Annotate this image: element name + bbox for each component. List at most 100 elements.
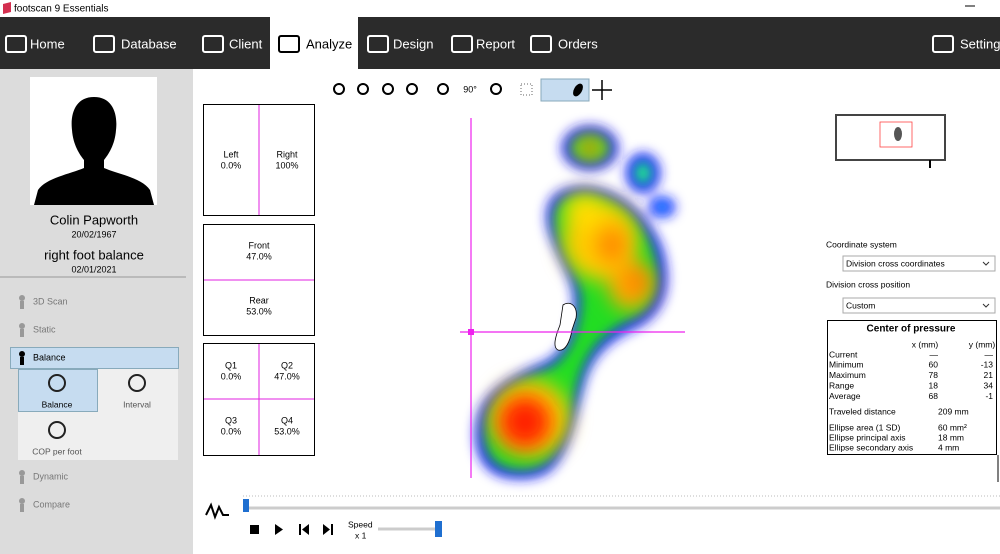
rotate-label[interactable]: 90° — [463, 84, 477, 94]
division-cross-value: Custom — [846, 300, 875, 310]
shape — [628, 270, 648, 294]
birth-date: 20/02/1967 — [71, 229, 116, 239]
x-value: 18 — [929, 380, 939, 390]
tab-icon — [451, 35, 473, 53]
tool-button[interactable] — [571, 82, 585, 98]
y-value: 34 — [984, 380, 994, 390]
balance-value: 53.0% — [246, 306, 272, 316]
sub-item[interactable]: Balance — [42, 399, 73, 409]
preview-foot — [894, 127, 902, 141]
balance-value: 47.0% — [274, 371, 300, 381]
sidebar-item[interactable]: 3D Scan — [33, 296, 68, 306]
item-icon — [19, 498, 25, 504]
item-icon — [19, 323, 25, 329]
x-value: 60 — [929, 360, 939, 370]
metric-value: 4 mm — [938, 442, 959, 452]
tool-button[interactable] — [437, 83, 449, 95]
y-value: -1 — [985, 391, 993, 401]
sub-item[interactable]: Interval — [123, 399, 151, 409]
item-icon — [20, 476, 24, 484]
timeline-thumb[interactable] — [243, 499, 249, 512]
metric-value: 209 mm — [938, 406, 969, 416]
tab-icon — [93, 35, 115, 53]
avatar-silhouette — [34, 97, 154, 205]
item-icon — [20, 301, 24, 309]
sidebar-item[interactable]: Balance — [33, 352, 66, 362]
toolbar: 90° — [333, 78, 612, 102]
balance-value: 100% — [275, 160, 298, 170]
app-icon — [3, 2, 11, 14]
active-tab[interactable] — [270, 17, 358, 69]
metric-label: Ellipse secondary axis — [829, 442, 913, 452]
title-bar — [0, 0, 1000, 17]
balance-value: 0.0% — [221, 426, 242, 436]
grid-button[interactable] — [520, 83, 533, 96]
sidebar-item[interactable]: Dynamic — [33, 471, 69, 481]
row-label: Average — [829, 391, 861, 401]
tab-icon — [367, 35, 389, 53]
previous-button[interactable] — [299, 524, 309, 535]
next-button[interactable] — [323, 524, 333, 535]
x-value: — — [930, 349, 939, 359]
nav-tab[interactable]: Client — [229, 36, 263, 51]
stop-button[interactable] — [250, 525, 259, 534]
measurement-name: right foot balance — [44, 247, 144, 262]
tab-icon — [5, 35, 27, 53]
x-value: 68 — [929, 391, 939, 401]
nav-tab[interactable]: Home — [30, 36, 65, 51]
item-icon — [20, 329, 24, 337]
sidebar-item[interactable]: Static — [33, 324, 56, 334]
speed-value: x 1 — [355, 530, 367, 540]
sidebar-item[interactable]: Compare — [33, 499, 70, 509]
tool-button[interactable] — [333, 83, 345, 95]
metric-value: 60 mm² — [938, 422, 967, 432]
division-cross-dropdown[interactable] — [842, 297, 996, 314]
nav-tab[interactable]: Orders — [558, 36, 598, 51]
coordinate-system-label: Coordinate system — [826, 239, 897, 249]
play-button[interactable] — [275, 524, 283, 535]
tool-button[interactable] — [382, 83, 394, 95]
nav-tab[interactable]: Database — [121, 36, 177, 51]
y-value: — — [985, 349, 994, 359]
metric-label: Ellipse principal axis — [829, 432, 906, 442]
shape: Home Database Client Analyze Design Report Ord… — [5, 17, 1000, 69]
y-value: 21 — [984, 370, 994, 380]
nav-tab[interactable]: Settings — [960, 36, 1000, 51]
metric-value: 18 mm — [938, 432, 964, 442]
balance-label: Right — [276, 149, 298, 159]
balance-label: Left — [223, 149, 239, 159]
shape: 3D Scan Static Balance Dynamic Compare Balanc… — [10, 295, 179, 512]
tab-icon — [278, 35, 300, 53]
nav-tab[interactable]: Design — [393, 36, 433, 51]
tool-button[interactable] — [490, 83, 502, 95]
item-icon — [19, 470, 25, 476]
y-value: -13 — [981, 360, 994, 370]
balance-label: Q1 — [225, 360, 237, 370]
active-item[interactable] — [10, 347, 179, 369]
speed-label: Speed — [348, 519, 373, 529]
signal-icon — [205, 502, 229, 520]
division-cross-handle[interactable] — [468, 329, 474, 335]
item-icon — [19, 295, 25, 301]
shape — [656, 202, 668, 212]
balance-value: 53.0% — [274, 426, 300, 436]
tool-button[interactable] — [357, 83, 369, 95]
item-icon — [19, 351, 25, 357]
cop-trace — [554, 302, 577, 351]
sub-item[interactable]: COP per foot — [32, 446, 82, 456]
balance-label: Front — [248, 240, 270, 250]
speed-thumb[interactable] — [435, 521, 442, 537]
nav-tab[interactable]: Report — [476, 36, 515, 51]
tab-icon — [202, 35, 224, 53]
nav-tab[interactable]: Analyze — [306, 36, 352, 51]
row-label: Range — [829, 380, 854, 390]
x-value: 78 — [929, 370, 939, 380]
dropdown-arrow — [982, 303, 990, 308]
tool-button[interactable] — [406, 83, 418, 95]
coordinate-system-dropdown[interactable] — [842, 255, 996, 272]
patient-name: Colin Papworth — [50, 212, 138, 227]
division-cross-label: Division cross position — [826, 279, 910, 289]
nav-bar — [0, 17, 1000, 69]
balance-label: Q4 — [281, 415, 293, 425]
